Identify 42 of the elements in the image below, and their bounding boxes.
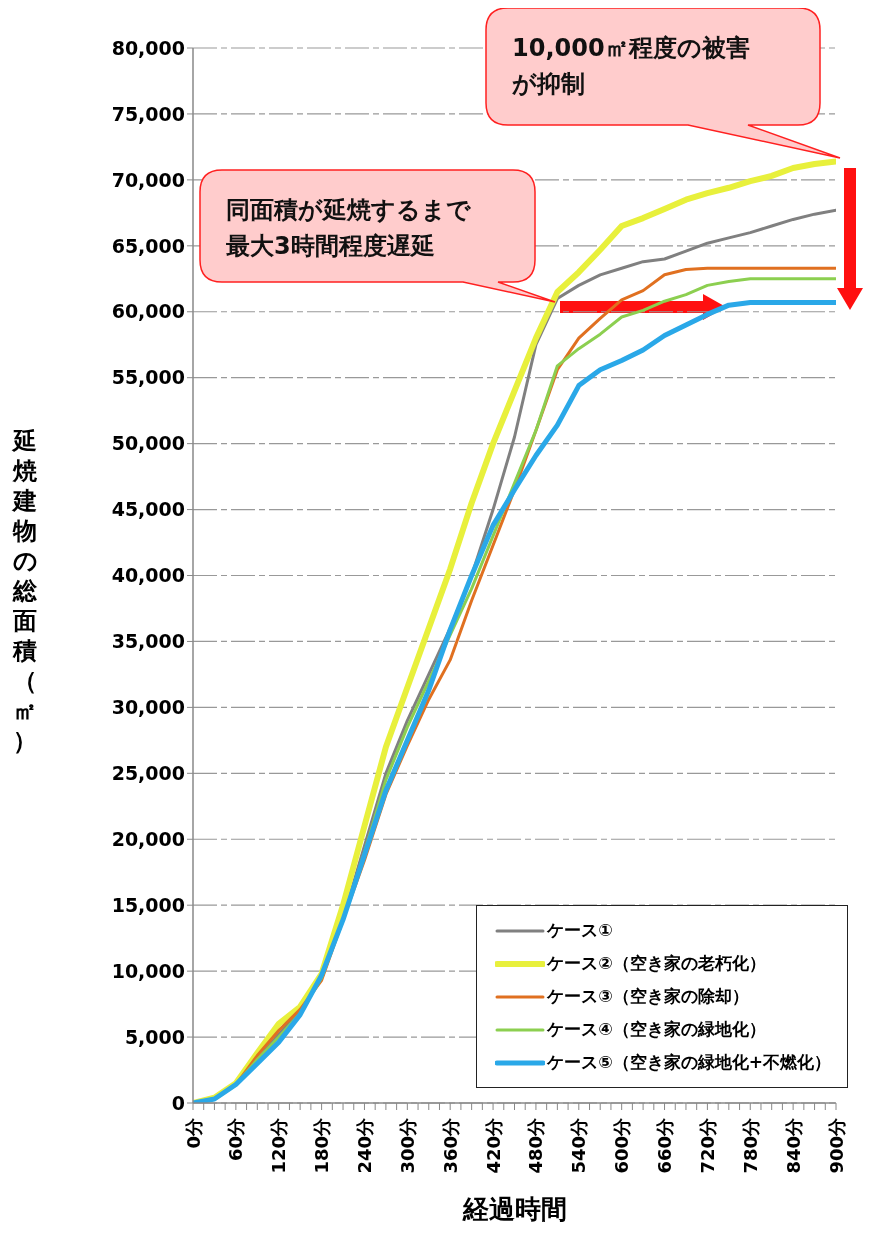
y-tick-label: 0 [171,1091,185,1114]
legend-label: ケース③（空き家の除却） [547,985,749,1008]
y-tick-label: 30,000 [111,696,185,719]
legend-label: ケース① [547,919,613,942]
y-tick-label: 5,000 [124,1025,185,1048]
text: 延焼建物の総面積（㎡） [12,426,38,755]
x-tick-label: 300分 [396,1117,418,1174]
x-tick-label: 540分 [568,1117,590,1174]
x-tick-label: 0分 [182,1117,204,1149]
x-tick-label: 600分 [611,1117,633,1174]
y-tick-label: 20,000 [111,827,185,850]
legend-label: ケース④（空き家の緑地化） [547,1018,766,1041]
y-tick-label: 80,000 [111,36,185,59]
x-tick-label: 660分 [654,1117,676,1174]
annotation: 10,000㎡程度の被害が抑制 [512,33,751,100]
legend-label: ケース②（空き家の老朽化） [547,952,766,975]
x-tick-label: 60分 [225,1117,247,1162]
x-tick-label: 780分 [739,1117,761,1174]
x-axis-title: 経過時間 [461,1193,568,1226]
y-tick-label: 75,000 [111,102,185,125]
y-tick-label: 15,000 [111,893,185,916]
x-tick-label: 360分 [439,1117,461,1174]
y-tick-label: 35,000 [111,630,185,653]
x-tick-label: 900分 [825,1117,847,1174]
y-tick-label: 50,000 [111,432,185,455]
x-tick-label: 240分 [353,1117,375,1174]
annotation: 同面積が延焼するまで最大3時間程度遅延 [226,195,472,262]
x-tick-label: 720分 [696,1117,718,1174]
x-tick-label: 180分 [311,1117,333,1174]
x-tick-label: 120分 [268,1117,290,1174]
y-tick-label: 25,000 [111,762,185,785]
y-tick-label: 60,000 [111,300,185,323]
x-tick-label: 480分 [525,1117,547,1174]
y-tick-label: 65,000 [111,234,185,257]
y-tick-label: 70,000 [111,168,185,191]
legend-label: ケース⑤（空き家の緑地化+不燃化） [547,1051,831,1074]
x-tick-label: 840分 [782,1117,804,1174]
y-tick-label: 45,000 [111,498,185,521]
y-tick-label: 55,000 [111,366,185,389]
y-tick-label: 40,000 [111,564,185,587]
x-tick-label: 420分 [482,1117,504,1174]
y-tick-label: 10,000 [111,959,185,982]
